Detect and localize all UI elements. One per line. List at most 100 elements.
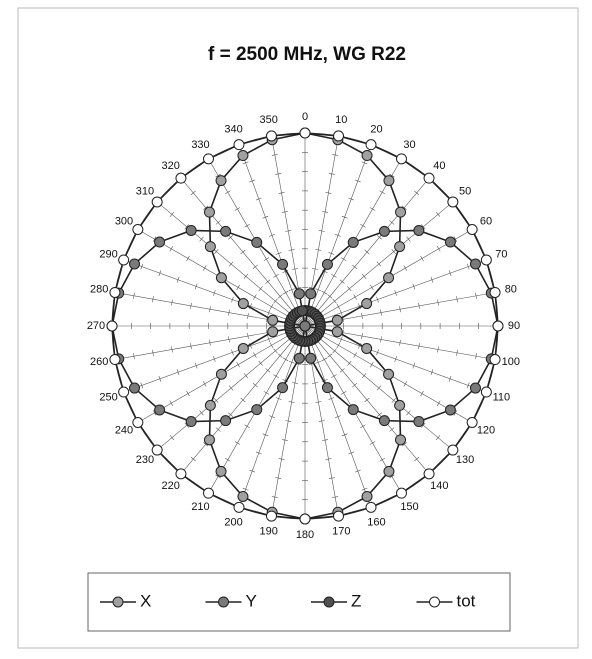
spoke-tick xyxy=(203,205,209,210)
spoke-tick xyxy=(321,290,328,295)
spoke-tick xyxy=(258,360,263,366)
spoke-tick xyxy=(243,373,249,379)
spoke-tick xyxy=(282,357,289,362)
spoke-tick xyxy=(228,412,234,417)
spoke-tick xyxy=(414,190,420,196)
spoke-tick xyxy=(252,382,258,388)
marker xyxy=(321,382,333,394)
angle-label: 60 xyxy=(480,215,492,227)
spoke-tick xyxy=(228,385,234,391)
spoke-tick xyxy=(332,348,337,354)
angle-label: 330 xyxy=(191,139,209,151)
spoke-tick xyxy=(418,302,420,309)
marker xyxy=(347,236,359,248)
marker xyxy=(444,404,456,416)
marker xyxy=(469,258,481,270)
spoke-tick xyxy=(376,412,382,417)
spoke-tick xyxy=(269,342,274,349)
spoke-tick xyxy=(369,207,376,211)
marker xyxy=(361,150,373,162)
angle-label: 50 xyxy=(459,186,471,198)
spoke-tick xyxy=(399,339,401,346)
marker xyxy=(423,468,435,480)
marker xyxy=(204,399,216,411)
spoke-tick xyxy=(190,456,196,462)
marker xyxy=(118,386,130,398)
legend-marker xyxy=(112,596,124,608)
spoke-tick xyxy=(288,249,295,251)
spoke-tick xyxy=(275,173,282,175)
spoke-tick xyxy=(242,161,249,165)
spoke-tick xyxy=(273,298,278,304)
marker xyxy=(109,286,121,298)
spoke-tick xyxy=(335,234,341,237)
spoke-tick xyxy=(370,361,374,368)
spoke-tick xyxy=(435,435,441,441)
marker xyxy=(365,139,377,151)
marker xyxy=(277,258,289,270)
spoke-tick xyxy=(240,397,246,403)
spoke-tick xyxy=(169,400,174,406)
spoke-tick xyxy=(269,415,275,418)
angle-label: 90 xyxy=(508,320,520,332)
spoke-tick xyxy=(389,173,395,178)
marker xyxy=(106,320,118,332)
legend-label: Y xyxy=(246,591,257,610)
spoke-tick xyxy=(406,236,411,242)
spoke-tick xyxy=(353,294,357,300)
marker xyxy=(296,305,308,317)
spoke-tick xyxy=(234,207,241,211)
spoke-tick xyxy=(244,424,250,429)
spoke-tick xyxy=(399,306,401,313)
marker xyxy=(361,342,373,354)
spoke-tick xyxy=(215,220,221,225)
spoke-tick xyxy=(171,299,173,306)
spoke-tick xyxy=(361,373,367,379)
spoke-tick xyxy=(315,401,322,403)
spoke-tick xyxy=(240,249,246,255)
spoke-tick xyxy=(291,382,298,384)
marker xyxy=(331,326,343,338)
spoke-tick xyxy=(430,369,434,376)
spoke-tick xyxy=(391,397,396,403)
spoke-tick xyxy=(391,249,396,255)
spoke-tick xyxy=(412,283,416,290)
spoke-tick xyxy=(249,179,256,183)
spoke-tick xyxy=(321,357,328,362)
marker xyxy=(203,153,214,165)
marker xyxy=(185,416,197,428)
spoke-tick xyxy=(325,192,332,194)
spoke-tick xyxy=(158,270,162,277)
spoke-tick xyxy=(234,441,241,445)
spoke-tick xyxy=(275,252,282,255)
marker xyxy=(333,130,345,142)
spoke-tick xyxy=(315,288,322,292)
marker xyxy=(237,150,249,162)
spoke-tick xyxy=(406,410,411,416)
marker xyxy=(469,382,481,394)
spoke-tick xyxy=(376,261,382,267)
spoke-tick xyxy=(152,349,154,356)
spoke-tick xyxy=(186,390,190,397)
spoke-tick xyxy=(252,264,258,270)
marker xyxy=(394,241,406,253)
marker xyxy=(361,490,373,502)
spoke-tick xyxy=(453,236,458,242)
spoke-tick xyxy=(421,224,426,230)
marker xyxy=(203,434,215,446)
angle-label: 170 xyxy=(332,526,350,538)
angle-label: 270 xyxy=(87,320,105,332)
spoke-tick xyxy=(312,382,319,384)
spoke-tick xyxy=(328,252,335,255)
spoke-tick xyxy=(331,274,337,278)
marker xyxy=(395,206,407,218)
spoke-tick xyxy=(331,374,337,378)
spoke-tick xyxy=(436,400,441,406)
marker xyxy=(480,386,492,398)
marker xyxy=(383,465,395,477)
spoke-tick xyxy=(328,173,335,175)
spoke-tick xyxy=(194,362,198,369)
angle-label: 280 xyxy=(90,284,108,296)
legend-label: Z xyxy=(351,591,361,610)
